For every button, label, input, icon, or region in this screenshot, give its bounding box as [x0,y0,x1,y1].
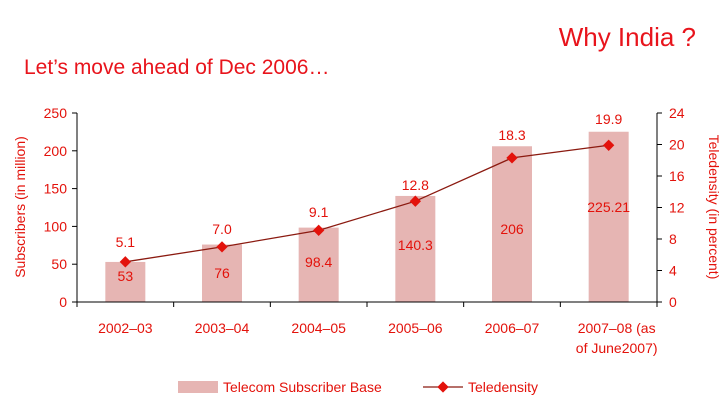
right-y-axis-label: Teledensity (in percent) [706,135,722,280]
line-value-label: 12.8 [402,177,429,193]
right-y-tick-label: 16 [669,168,685,184]
legend-line-marker [437,381,449,393]
teledensity-marker [216,241,228,253]
teledensity-line [125,144,609,263]
chart-legend: Telecom Subscriber Base Teledensity [178,379,538,395]
x-category-label: 2006–07 [485,320,540,336]
subscriber-bar [395,195,436,302]
right-y-tick-label: 12 [669,200,685,216]
x-category-label: 2007–08 (as [578,320,656,336]
left-y-tick-label: 200 [44,143,68,159]
right-y-tick-label: 0 [669,294,677,310]
bar-value-label: 53 [118,268,134,284]
right-y-tick-label: 4 [669,263,677,279]
bar-value-label: 98.4 [305,254,332,270]
left-y-tick-label: 0 [59,294,67,310]
subscriber-bar [492,146,532,302]
subscriber-bar [202,244,242,302]
line-value-label: 19.9 [595,111,622,127]
line-value-label: 5.1 [116,234,136,250]
subscriber-bar [588,131,629,302]
left-y-tick-label: 50 [51,256,67,272]
legend-line-label: Teledensity [468,379,538,395]
bar-value-label: 76 [214,265,230,281]
x-category-label: 2005–06 [388,320,443,336]
teledensity-marker [409,195,421,207]
axes-layer: 0 50 100 150 200 250 0 4 8 12 16 20 24 2002–03 2003–04… [44,105,685,356]
line-value-label: 7.0 [212,221,232,237]
left-y-tick-label: 250 [44,105,68,121]
bars-layer [105,131,629,302]
left-y-axis-label: Subscribers (in million) [12,136,28,278]
right-y-tick-label: 8 [669,231,677,247]
line-value-label: 9.1 [309,204,329,220]
bar-value-label: 140.3 [398,237,433,253]
slide-subtitle: Let’s move ahead of Dec 2006… [24,56,330,79]
teledensity-marker [603,139,615,151]
left-y-tick-label: 100 [44,218,68,234]
subscriber-bar [105,261,146,302]
legend-bar-label: Telecom Subscriber Base [223,379,382,395]
bar-value-label: 225.21 [587,199,630,215]
right-y-tick-label: 20 [669,137,685,153]
line-value-label: 18.3 [498,127,525,143]
legend-bar-swatch [178,381,218,393]
x-category-label: 2003–04 [195,320,250,336]
teledensity-marker [313,224,325,236]
subscriber-bar [298,227,339,302]
x-category-label: of June2007) [576,340,658,356]
bar-value-label: 206 [500,221,524,237]
left-y-tick-label: 150 [44,181,68,197]
x-category-label: 2004–05 [291,320,346,336]
slide-title: Why India ? [558,22,696,52]
line-layer [119,139,615,268]
labels-layer: 53 76 98.4 140.3 206 225.21 5.1 7.0 9.1 12.8 18.3 1… [116,111,631,284]
teledensity-marker [506,152,518,164]
right-y-tick-label: 24 [669,105,685,121]
x-category-label: 2002–03 [98,320,153,336]
